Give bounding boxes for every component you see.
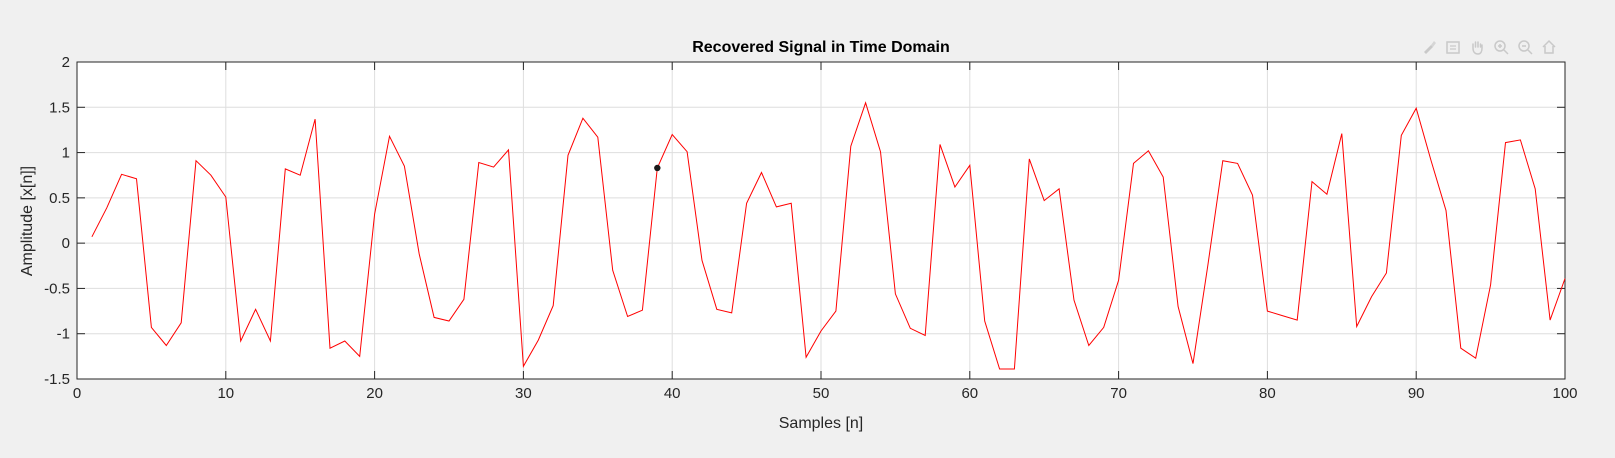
y-tick-label: -1.5 — [44, 371, 70, 388]
y-tick-label: 2 — [62, 54, 70, 71]
y-tick-label: 0.5 — [49, 190, 70, 207]
y-tick-label: 1.5 — [49, 99, 70, 116]
home-icon — [1542, 39, 1556, 54]
series-line[interactable] — [91, 101, 1566, 370]
x-tick-label: 10 — [217, 385, 234, 402]
grid-lines — [77, 62, 1565, 379]
x-tick-label: 20 — [366, 385, 383, 402]
pan-button[interactable] — [1466, 36, 1488, 58]
pan-hand-icon — [1472, 41, 1483, 55]
x-axis-label: Samples [n] — [779, 415, 863, 432]
zoom-in-icon — [1494, 40, 1509, 55]
x-tick-label: 100 — [1552, 385, 1577, 402]
brush-button[interactable] — [1418, 36, 1440, 58]
brush-icon — [1424, 41, 1436, 54]
zoom-in-button[interactable] — [1490, 36, 1512, 58]
y-tick-label: -1 — [57, 326, 70, 343]
tick-labels: 0 10 20 30 40 50 60 70 80 90 100 -1.5 -1 -0.5 0 0.5 1 1.5… — [44, 54, 1577, 402]
y-tick-label: 0 — [62, 235, 70, 252]
home-button[interactable] — [1538, 36, 1560, 58]
y-tick-label: 1 — [62, 145, 70, 162]
x-tick-label: 90 — [1408, 385, 1425, 402]
series-layer — [91, 101, 1566, 370]
x-tick-label: 60 — [961, 385, 978, 402]
x-tick-label: 50 — [813, 385, 830, 402]
y-axis-label: Amplitude [x[n]] — [19, 166, 36, 276]
x-tick-label: 0 — [73, 385, 81, 402]
zoom-out-icon — [1518, 40, 1533, 55]
plot-frame — [76, 61, 1566, 380]
zoom-out-button[interactable] — [1514, 36, 1536, 58]
x-tick-label: 80 — [1259, 385, 1276, 402]
x-tick-label: 30 — [515, 385, 532, 402]
export-icon — [1446, 41, 1460, 54]
x-tick-label: 40 — [664, 385, 681, 402]
export-button[interactable] — [1442, 36, 1464, 58]
data-cursor-marker[interactable] — [654, 164, 661, 172]
x-tick-label: 70 — [1110, 385, 1127, 402]
chart-title: Recovered Signal in Time Domain — [692, 39, 950, 56]
axes-toolbar — [1418, 36, 1560, 58]
y-tick-label: -0.5 — [44, 280, 70, 297]
